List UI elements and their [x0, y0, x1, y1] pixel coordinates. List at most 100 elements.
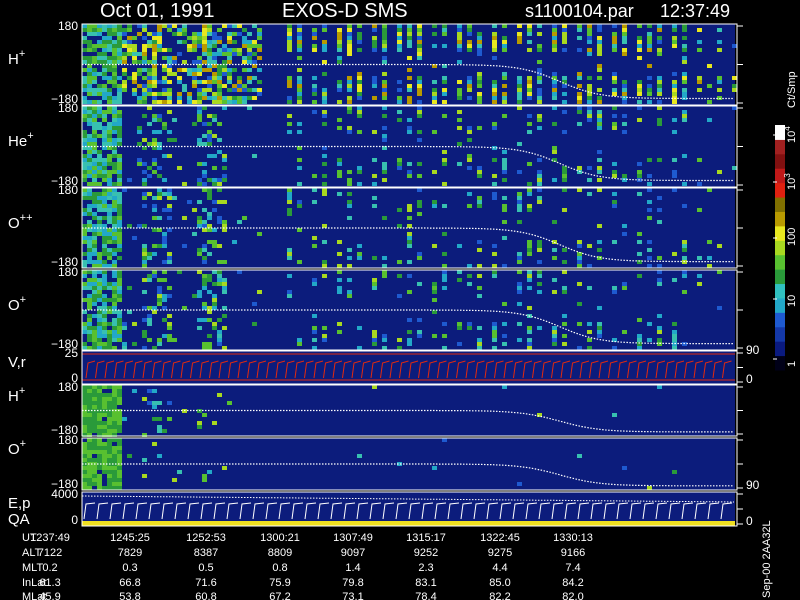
energy-trace: [473, 502, 486, 520]
spectrogram-cell: [197, 326, 202, 330]
spectrogram-cell: [112, 106, 117, 110]
spectrogram-cell: [312, 32, 317, 36]
spectrogram-cell: [432, 92, 437, 96]
spectrogram-cell: [152, 130, 157, 134]
spectrogram-cell: [492, 32, 497, 36]
spectrogram-cell: [112, 52, 117, 56]
spectrogram-cell: [502, 264, 507, 268]
spectrogram-cell: [212, 134, 217, 138]
spectrogram-cell: [117, 256, 122, 260]
spectrogram-cell: [117, 76, 122, 80]
spectrogram-cell: [177, 68, 182, 72]
spectrogram-cell: [117, 393, 122, 397]
spectrogram-cell: [647, 208, 652, 212]
velocity-trace: [437, 360, 447, 379]
spectrogram-cell: [197, 294, 202, 298]
spectrogram-cell: [87, 44, 92, 48]
spectrogram-cell: [157, 146, 162, 150]
spectrogram-cell: [117, 32, 122, 36]
spectrogram-cell: [517, 204, 522, 208]
spectrogram-cell: [92, 24, 97, 28]
spectrogram-cell: [127, 286, 132, 290]
spectrogram-cell: [527, 76, 532, 80]
spectrogram-cell: [102, 334, 107, 338]
spectrogram-cell: [102, 72, 107, 76]
spectrogram-cell: [97, 282, 102, 286]
spectrogram-cell: [217, 188, 222, 192]
spectrogram-cell: [92, 294, 97, 298]
spectrogram-cell: [492, 270, 497, 274]
spectrogram-cell: [407, 118, 412, 122]
spectrogram-cell: [222, 84, 227, 88]
spectrogram-cell: [152, 80, 157, 84]
spectrogram-cell: [222, 278, 227, 282]
spectrogram-cell: [127, 224, 132, 228]
spectrogram-cell: [622, 52, 627, 56]
velocity-trace: [655, 360, 666, 379]
spectrogram-cell: [142, 224, 147, 228]
spectrogram-cell: [207, 122, 212, 126]
spectrogram-cell: [222, 220, 227, 224]
spectrogram-cell: [112, 48, 117, 52]
spectrogram-cell: [457, 96, 462, 100]
spectrogram-cell: [657, 24, 662, 28]
spectrogram-cell: [132, 76, 137, 80]
spectrogram-cell: [212, 166, 217, 170]
spectrogram-cell: [477, 204, 482, 208]
spectrogram-cell: [502, 204, 507, 208]
spectrogram-cell: [297, 24, 302, 28]
spectrogram-cell: [717, 306, 722, 310]
spectrogram-cell: [107, 204, 112, 208]
spectrogram-cell: [502, 158, 507, 162]
spectrogram-cell: [232, 32, 237, 36]
spectrogram-cell: [647, 64, 652, 68]
spectrogram-cell: [637, 334, 642, 338]
spectrogram-cell: [152, 244, 157, 248]
spectrogram-cell: [417, 76, 422, 80]
spectrogram-cell: [112, 338, 117, 342]
spectrogram-cell: [417, 174, 422, 178]
spectrogram-cell: [502, 100, 507, 104]
spectrogram-cell: [122, 28, 127, 32]
spectrogram-cell: [612, 122, 617, 126]
spectrogram-cell: [672, 88, 677, 92]
panel-label-text: He: [8, 133, 27, 150]
spectrogram-cell: [117, 212, 122, 216]
spectrogram-cell: [82, 188, 87, 192]
spectrogram-cell: [107, 106, 112, 110]
spectrogram-cell: [407, 40, 412, 44]
spectrogram-cell: [167, 188, 172, 192]
spectrogram-cell: [647, 32, 652, 36]
spectrogram-cell: [457, 126, 462, 130]
spectrogram-cell: [162, 154, 167, 158]
spectrogram-cell: [102, 228, 107, 232]
velocity-trace: [418, 360, 428, 379]
file-name: s1100104.par: [525, 1, 634, 21]
spectrogram-cell: [312, 48, 317, 52]
spectrogram-cell: [147, 32, 152, 36]
spectrogram-cell: [157, 342, 162, 346]
spectrogram-cell: [157, 44, 162, 48]
spectrogram-cell: [117, 174, 122, 178]
velocity-trace: [522, 360, 533, 379]
spectrogram-cell: [432, 130, 437, 134]
spectrogram-cell: [197, 68, 202, 72]
spectrogram-cell: [152, 56, 157, 60]
spectrogram-cell: [562, 342, 567, 346]
spectrogram-cell: [407, 330, 412, 334]
panel-label: O+: [8, 438, 26, 458]
spectrogram-cell: [102, 282, 107, 286]
spectrogram-cell: [252, 154, 257, 158]
spectrogram-cell: [107, 228, 112, 232]
panel-label: H+: [8, 385, 25, 405]
velocity-trace: [665, 360, 675, 379]
spectrogram-cell: [407, 170, 412, 174]
spectrogram-cell: [112, 389, 117, 393]
spectrogram-cell: [147, 84, 152, 88]
spectrogram-cell: [417, 114, 422, 118]
spectrogram-cell: [442, 24, 447, 28]
spectrogram-cell: [217, 282, 222, 286]
spectrogram-cell: [382, 72, 387, 76]
spectrogram-cell: [202, 282, 207, 286]
spectrogram-cell: [612, 338, 617, 342]
